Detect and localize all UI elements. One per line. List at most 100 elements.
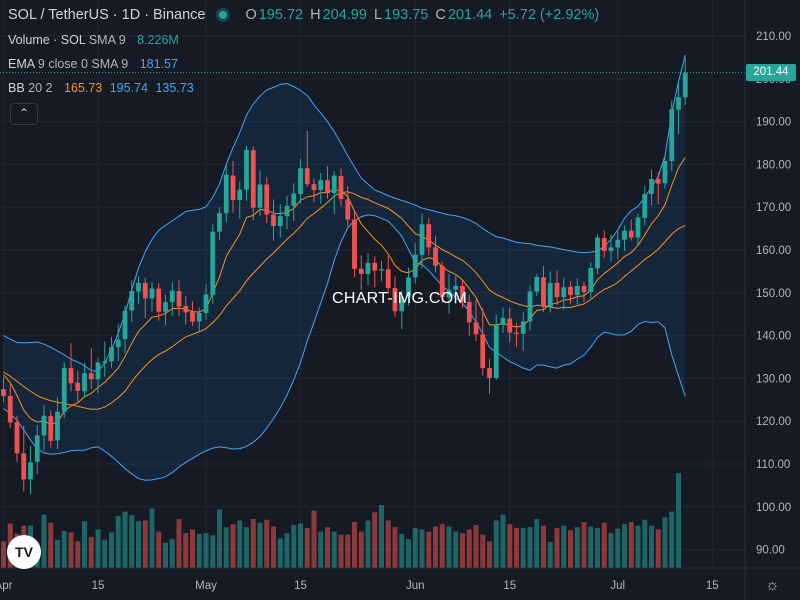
candle-body xyxy=(608,247,614,251)
bb-legend-upper: 195.74 xyxy=(109,81,148,95)
tradingview-logo[interactable]: TV xyxy=(7,535,41,569)
volume-bar xyxy=(615,528,621,568)
volume-bar xyxy=(608,533,614,568)
candle-body xyxy=(601,238,607,251)
x-tick-label: Jul xyxy=(610,580,625,592)
volume-bar xyxy=(318,531,324,568)
volume-bar xyxy=(527,527,533,568)
candle-body xyxy=(514,332,519,334)
volume-bar xyxy=(493,520,499,568)
volume-bar xyxy=(41,514,47,568)
candle-body xyxy=(156,288,162,312)
candle-body xyxy=(55,411,60,441)
volume-bar xyxy=(277,538,283,568)
volume-bar xyxy=(392,527,398,568)
ema-legend[interactable]: EMA 9 close 0 SMA 9 181.57 xyxy=(8,57,178,71)
candle-body xyxy=(520,321,526,334)
volume-bar xyxy=(446,526,452,568)
candle-body xyxy=(163,302,168,312)
candle-body xyxy=(190,312,195,322)
volume-bar xyxy=(426,531,432,568)
change-value: +5.72 (+2.92%) xyxy=(499,7,600,23)
candle-body xyxy=(7,395,13,423)
candle-body xyxy=(385,269,391,289)
time-axis[interactable]: Apr15May15Jun15Jul15Au xyxy=(0,580,800,592)
volume-bar xyxy=(217,509,222,568)
candle-body xyxy=(298,168,303,194)
candle-body xyxy=(129,291,135,311)
volume-bar xyxy=(622,524,627,568)
candle-body xyxy=(75,382,81,391)
y-tick-label: 180.00 xyxy=(756,159,791,171)
candle-body xyxy=(82,373,87,392)
volume-bar xyxy=(365,520,371,568)
volume-bar xyxy=(507,524,513,568)
volume-bar xyxy=(547,542,553,568)
x-tick-label: Jun xyxy=(406,580,425,592)
volume-bar xyxy=(82,521,87,568)
volume-bar xyxy=(271,526,276,568)
candle-body xyxy=(237,189,243,200)
y-tick-label: 130.00 xyxy=(756,373,791,385)
y-tick-label: 190.00 xyxy=(756,117,791,129)
candle-body xyxy=(210,231,216,295)
volume-bar xyxy=(230,524,236,568)
collapse-legend-button[interactable]: ⌃ xyxy=(10,103,38,125)
candle-body xyxy=(169,290,175,303)
bb-legend[interactable]: BB 20 2 165.73 195.74 135.73 xyxy=(8,81,194,95)
volume-bar xyxy=(487,541,492,568)
candle-body xyxy=(250,150,256,208)
chevron-up-icon: ⌃ xyxy=(18,106,30,120)
candle-body xyxy=(507,318,513,333)
candle-body xyxy=(358,268,364,274)
candle-body xyxy=(487,368,492,378)
candle-body xyxy=(493,324,499,378)
y-tick-label: 160.00 xyxy=(756,245,791,257)
candle-body xyxy=(176,291,182,307)
volume-bar xyxy=(473,524,479,568)
volume-bar xyxy=(68,532,74,568)
volume-bar xyxy=(136,521,141,568)
volume-bar xyxy=(176,519,182,568)
volume-legend[interactable]: Volume · SOL SMA 9 8.226M xyxy=(8,33,179,47)
candle-body xyxy=(203,294,209,313)
volume-bar xyxy=(554,527,560,568)
candle-body xyxy=(109,347,114,362)
price-axis[interactable]: 210.00200.00190.00180.00170.00160.00150.… xyxy=(756,31,791,557)
volume-bar xyxy=(291,524,297,568)
volume-bar xyxy=(561,525,567,568)
candle-body xyxy=(352,219,357,269)
last-price-tag: 201.44 xyxy=(746,64,796,81)
candle-body xyxy=(399,296,405,312)
candle-body xyxy=(284,205,290,217)
candle-body xyxy=(460,285,465,302)
volume-bar xyxy=(223,527,229,568)
volume-bar xyxy=(541,525,546,568)
candle-body xyxy=(588,267,594,292)
volume-bar xyxy=(379,504,384,568)
candle-body xyxy=(365,262,371,274)
volume-legend-params: SMA 9 xyxy=(88,33,126,47)
volume-bar xyxy=(662,517,668,568)
bb-legend-name: BB xyxy=(8,81,25,95)
volume-bar xyxy=(311,510,317,568)
symbol-legend: SOL / TetherUS · 1D · Binance O 195.72 H 204… xyxy=(8,7,599,23)
volume-bar xyxy=(568,530,573,568)
candle-body xyxy=(318,180,324,191)
bb-lower-line xyxy=(3,214,686,481)
candle-body xyxy=(406,277,411,297)
candle-body xyxy=(372,262,378,271)
volume-bar xyxy=(129,515,135,568)
candle-body xyxy=(642,193,648,218)
candle-body xyxy=(244,149,249,190)
symbol-title[interactable]: SOL / TetherUS · 1D · Binance xyxy=(8,7,206,23)
volume-bar xyxy=(480,534,486,568)
candle-body xyxy=(595,237,600,269)
candle-body xyxy=(1,389,6,396)
candle-body xyxy=(574,285,580,295)
volume-bar xyxy=(352,521,357,568)
gear-icon[interactable]: ☼ xyxy=(765,577,780,594)
candle-body xyxy=(304,168,310,185)
y-tick-label: 140.00 xyxy=(756,331,791,343)
